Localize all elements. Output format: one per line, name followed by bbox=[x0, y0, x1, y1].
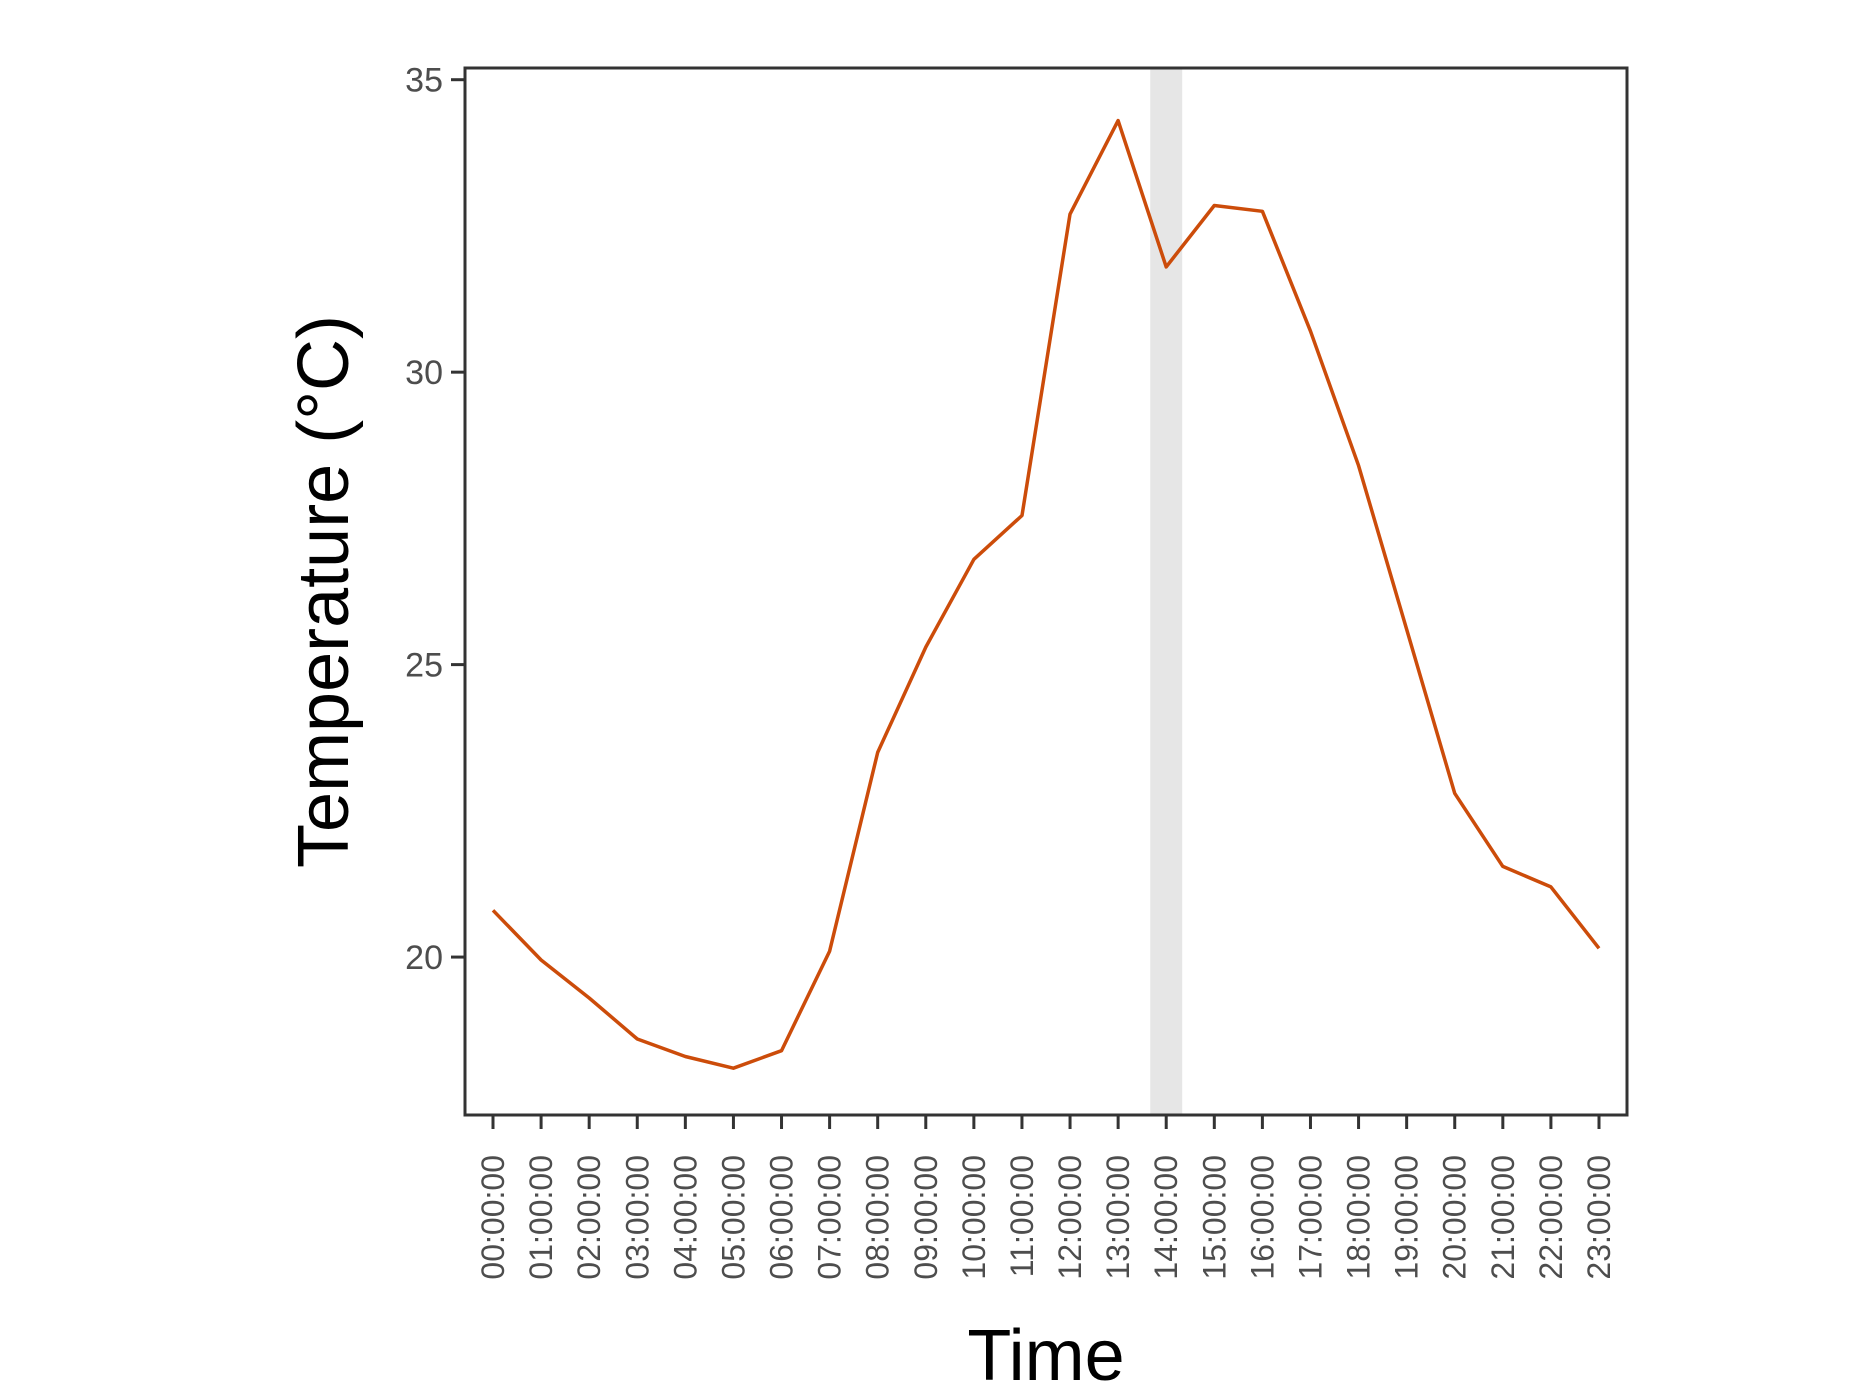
x-tick-label-05-00-00: 05:00:00 bbox=[715, 1155, 751, 1280]
x-tick-label-20-00-00: 20:00:00 bbox=[1437, 1155, 1473, 1280]
x-tick-label-18-00-00: 18:00:00 bbox=[1341, 1155, 1377, 1280]
series-line-0 bbox=[491, 118, 1601, 1070]
x-tick-label-08-00-00: 08:00:00 bbox=[860, 1155, 896, 1280]
highlight-band-layer bbox=[1150, 69, 1183, 1114]
x-tick-label-19-00-00: 19:00:00 bbox=[1389, 1155, 1425, 1280]
y-tick-label-20: 20 bbox=[405, 939, 443, 977]
x-tick-label-11-00-00: 11:00:00 bbox=[1004, 1155, 1040, 1277]
y-tick-label-30: 30 bbox=[405, 354, 443, 392]
x-tick-label-16-00-00: 16:00:00 bbox=[1244, 1155, 1280, 1280]
x-tick-label-07-00-00: 07:00:00 bbox=[812, 1155, 848, 1280]
x-tick-label-21-00-00: 21:00:00 bbox=[1485, 1155, 1521, 1280]
plot-panel-border bbox=[463, 66, 1629, 1117]
x-tick-label-01-00-00: 01:00:00 bbox=[523, 1155, 559, 1280]
x-tick-label-15-00-00: 15:00:00 bbox=[1196, 1155, 1232, 1280]
x-tick-label-06-00-00: 06:00:00 bbox=[764, 1155, 800, 1280]
x-tick-label-13-00-00: 13:00:00 bbox=[1100, 1155, 1136, 1280]
x-tick-label-03-00-00: 03:00:00 bbox=[619, 1155, 655, 1280]
y-tick-label-25: 25 bbox=[405, 647, 443, 685]
highlight-band bbox=[1150, 69, 1183, 1114]
x-tick-label-09-00-00: 09:00:00 bbox=[908, 1155, 944, 1280]
y-axis-title: Temperature (°C) bbox=[284, 315, 364, 868]
x-tick-label-23-00-00: 23:00:00 bbox=[1581, 1155, 1617, 1280]
x-axis-title: Time bbox=[967, 1316, 1124, 1396]
series-layer bbox=[491, 118, 1601, 1070]
x-tick-label-12-00-00: 12:00:00 bbox=[1052, 1155, 1088, 1280]
y-axis: 20 25 30 35 bbox=[405, 62, 465, 977]
x-tick-label-17-00-00: 17:00:00 bbox=[1292, 1155, 1328, 1280]
x-tick-label-02-00-00: 02:00:00 bbox=[571, 1155, 607, 1280]
x-tick-label-04-00-00: 04:00:00 bbox=[667, 1155, 703, 1280]
y-tick-label-35: 35 bbox=[405, 62, 443, 100]
x-tick-label-14-00-00: 14:00:00 bbox=[1148, 1155, 1184, 1280]
x-tick-label-22-00-00: 22:00:00 bbox=[1533, 1155, 1569, 1280]
x-tick-label-10-00-00: 10:00:00 bbox=[956, 1155, 992, 1280]
x-axis: 00:00:00 01:00:00 02:00:00 03:00:00 04:00:00… bbox=[475, 1115, 1617, 1280]
x-tick-label-00-00-00: 00:00:00 bbox=[475, 1155, 511, 1280]
